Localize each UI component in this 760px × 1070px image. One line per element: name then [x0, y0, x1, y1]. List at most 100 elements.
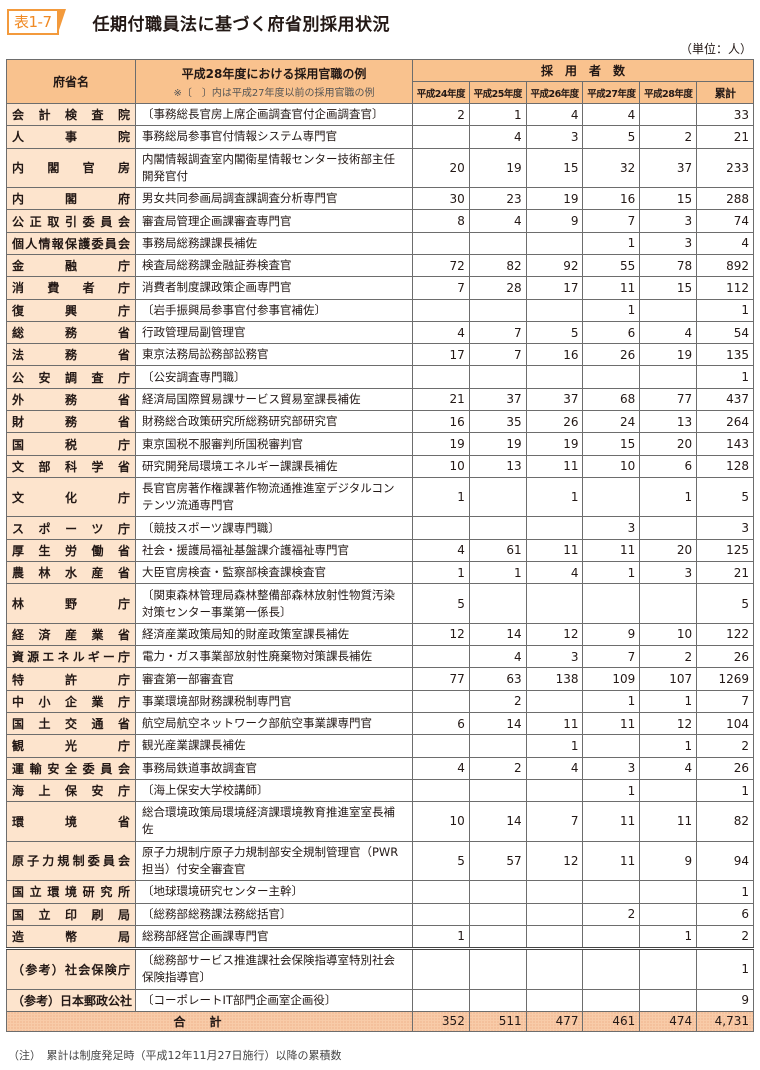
table-row: 内閣府 男女共同参画局調査課調査分析専門官 30 23 19 16 15 288	[6, 187, 754, 211]
cumulative-count: 5	[696, 583, 754, 624]
post-example: 〔競技スポーツ課専門職〕	[135, 516, 413, 540]
year-count: 16	[412, 410, 470, 434]
post-example: 〔関東森林管理局森林整備部森林放射性物質汚染対策センター事業第一係長〕	[135, 583, 413, 624]
year-count	[412, 516, 470, 540]
year-count: 2	[412, 102, 470, 127]
cumulative-count: 6	[696, 902, 754, 926]
cumulative-count: 233	[696, 147, 754, 189]
year-count: 7	[412, 276, 470, 300]
year-count: 19	[412, 432, 470, 456]
ministry-name: 国立環境研究所	[6, 880, 136, 904]
year-count: 77	[412, 667, 470, 691]
cumulative-count: 1269	[696, 667, 754, 691]
post-example: 〔コーポレートIT部門企画室企画役〕	[135, 988, 413, 1012]
year-count	[468, 583, 527, 624]
year-count	[468, 778, 527, 803]
year-count: 10	[412, 454, 470, 478]
post-example: 行政管理局副管理官	[135, 320, 413, 345]
year-count	[639, 988, 698, 1012]
ministry-name: 文部科学省	[6, 454, 136, 478]
year-count: 11	[582, 712, 641, 736]
cumulative-count: 2	[696, 924, 754, 950]
year-count: 15	[525, 147, 584, 189]
year-count: 92	[525, 253, 584, 278]
year-count	[525, 778, 584, 803]
cumulative-count: 128	[696, 454, 754, 478]
table-row: 金融庁 検査局総務課金融証券検査官 72 82 92 55 78 892	[6, 253, 754, 278]
footnote: （注） 累計は制度発足時（平成12年11月27日施行）以降の累積数	[8, 1049, 342, 1062]
table-row: 環境省 総合環境政策局環境経済課環境教育推進室室長補佐 10 14 7 11 11 82	[6, 801, 754, 842]
table-row: 厚生労働省 社会・援護局福祉基盤課介護福祉専門官 4 61 11 11 20 125	[6, 538, 754, 563]
year-count: 19	[525, 187, 584, 211]
year-count: 15	[582, 432, 641, 456]
table-caption: 表1-7 任期付職員法に基づく府省別採用状況	[7, 9, 390, 35]
post-example: 〔総務部総務課法務総括官〕	[135, 902, 413, 926]
table-row: 原子力規制委員会 原子力規制庁原子力規制部安全規制管理官（PWR担当）付安全審査官…	[6, 840, 754, 882]
cumulative-count: 1	[696, 880, 754, 904]
year-count	[468, 880, 527, 904]
year-count: 5	[412, 840, 470, 882]
cumulative-count: 143	[696, 432, 754, 456]
table-row: 消費者庁 消費者制度課政策企画専門官 7 28 17 11 15 112	[6, 276, 754, 300]
cumulative-count: 94	[696, 840, 754, 882]
cumulative-count: 3	[696, 516, 754, 540]
year-count: 12	[525, 622, 584, 647]
year-count: 5	[582, 125, 641, 149]
year-count: 57	[468, 840, 527, 882]
ministry-name: 国税庁	[6, 432, 136, 456]
ministry-name: 中小企業庁	[6, 689, 136, 714]
ministry-name: 復興庁	[6, 298, 136, 322]
ministry-name: 内閣官房	[6, 147, 136, 189]
ministry-name: スポーツ庁	[6, 516, 136, 540]
year-count: 1	[639, 924, 698, 950]
ministry-name: 法務省	[6, 343, 136, 367]
year-count: 37	[639, 147, 698, 189]
header-count-group: 採 用 者 数	[412, 59, 754, 82]
year-count	[412, 689, 470, 714]
year-count: 6	[582, 320, 641, 345]
ministry-name: 金融庁	[6, 253, 136, 278]
table-row: 国立環境研究所 〔地球環境研究センター主幹〕 1	[6, 880, 754, 904]
year-count: 63	[468, 667, 527, 691]
year-count: 28	[468, 276, 527, 300]
post-example: 総務部経営企画課専門官	[135, 924, 413, 950]
cumulative-count: 264	[696, 410, 754, 434]
year-count: 107	[639, 667, 698, 691]
year-count	[525, 516, 584, 540]
ministry-name: （参考）日本郵政公社	[6, 988, 136, 1012]
cumulative-count: 7	[696, 689, 754, 714]
ministry-name: 環境省	[6, 801, 136, 842]
year-count: 4	[412, 538, 470, 563]
table-row: （参考）社会保険庁 〔総務部サービス推進課社会保険指導室特別社会保険指導官〕 1	[6, 947, 754, 990]
post-example: 東京法務局訟務部訟務官	[135, 343, 413, 367]
post-example: 総合環境政策局環境経済課環境教育推進室室長補佐	[135, 801, 413, 842]
table-row: 公安調査庁 〔公安調査専門職〕 1	[6, 365, 754, 389]
year-count: 12	[412, 622, 470, 647]
year-count: 19	[525, 432, 584, 456]
post-example: 〔事務総長官房上席企画調査官付企画調査官〕	[135, 102, 413, 127]
year-count	[639, 365, 698, 389]
cumulative-count: 892	[696, 253, 754, 278]
year-count: 2	[639, 125, 698, 149]
ministry-name: 人事院	[6, 125, 136, 149]
ministry-name: 資源エネルギー庁	[6, 645, 136, 669]
year-count: 16	[525, 343, 584, 367]
header-post-note: ※〔 〕内は平成27年度以前の採用官職の例	[173, 87, 375, 99]
year-count	[525, 231, 584, 255]
year-count	[412, 947, 470, 990]
table-row: 法務省 東京法務局訟務部訟務官 17 7 16 26 19 135	[6, 343, 754, 367]
table-row: スポーツ庁 〔競技スポーツ課専門職〕 3 3	[6, 516, 754, 540]
year-count	[525, 947, 584, 990]
year-count: 1	[468, 561, 527, 585]
year-count: 1	[582, 561, 641, 585]
cumulative-count: 135	[696, 343, 754, 367]
year-count: 4	[468, 645, 527, 669]
year-count	[525, 365, 584, 389]
year-count: 3	[582, 516, 641, 540]
table-row: 運輸安全委員会 事務局鉄道事故調査官 4 2 4 3 4 26	[6, 756, 754, 780]
year-count: 37	[525, 387, 584, 412]
year-count: 17	[412, 343, 470, 367]
cumulative-count: 125	[696, 538, 754, 563]
year-count	[468, 988, 527, 1012]
ministry-name: 財務省	[6, 410, 136, 434]
